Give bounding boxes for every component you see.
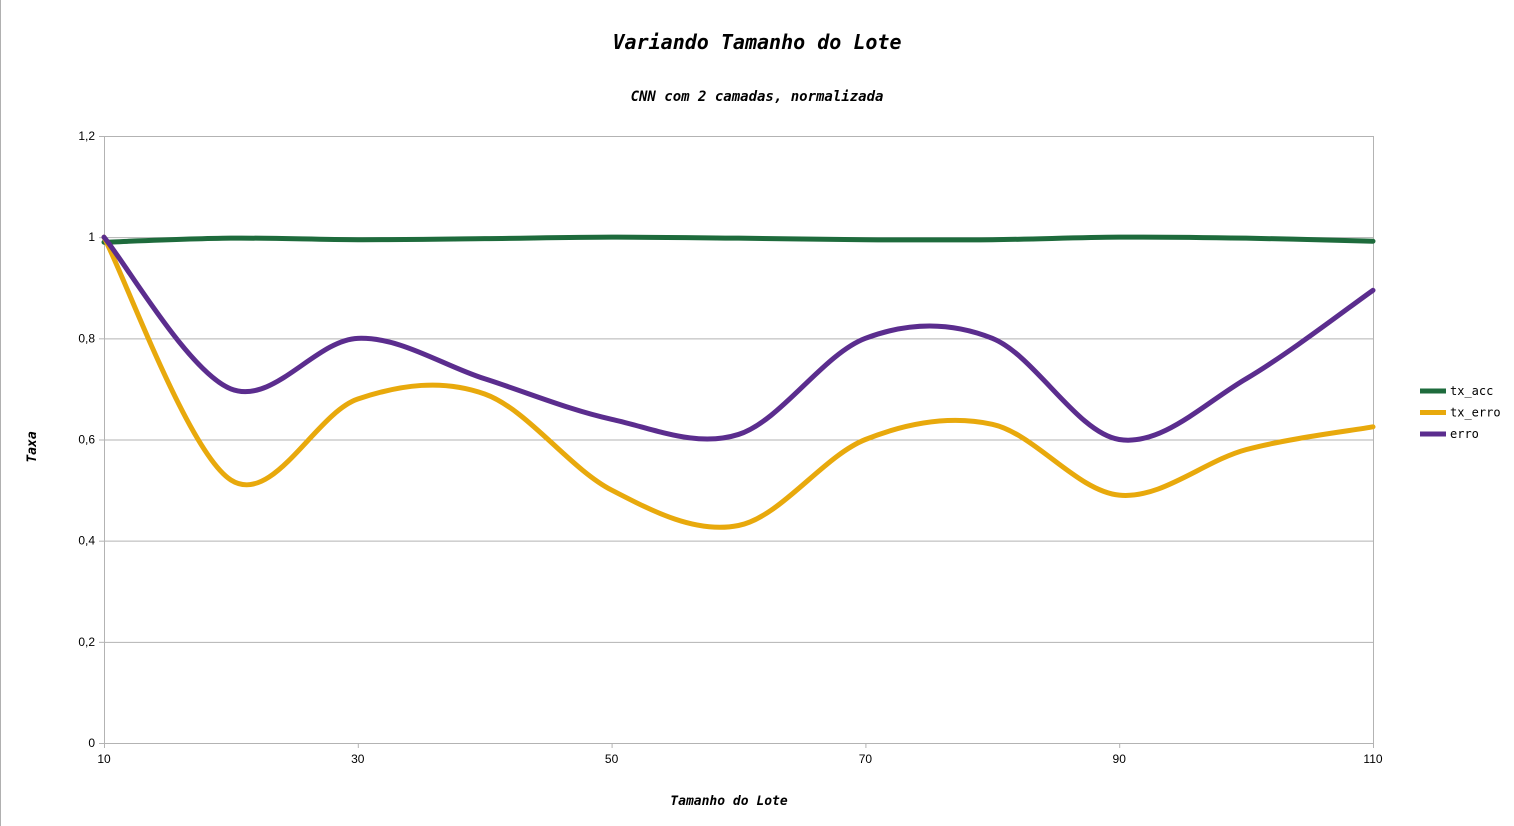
y-tick-label-4: 0,8 xyxy=(78,331,95,345)
x-tick-label-5: 110 xyxy=(1363,752,1382,766)
series-line-tx-erro xyxy=(101,234,1376,530)
y-tick-label-3: 0,6 xyxy=(78,433,95,447)
chart-title: Variando Tamanho do Lote xyxy=(613,30,902,54)
axes xyxy=(99,136,1374,748)
tick-labels: 0 0,2 0,4 0,6 0,8 1 1,2 10 30 50 70 90 110 xyxy=(78,129,1383,766)
y-tick-label-6: 1,2 xyxy=(78,129,95,143)
y-tick-label-5: 1 xyxy=(88,230,95,244)
series-line-erro xyxy=(101,234,1376,443)
x-tick-label-3: 70 xyxy=(859,752,873,766)
y-tick-label-2: 0,4 xyxy=(78,534,95,548)
legend-label-erro: erro xyxy=(1450,427,1479,441)
legend-label-tx-erro: tx_erro xyxy=(1450,406,1501,420)
x-axis-label: Tamanho do Lote xyxy=(670,794,788,809)
x-tick-label-4: 90 xyxy=(1113,752,1127,766)
series-lines xyxy=(101,234,1376,530)
x-tick-label-1: 30 xyxy=(351,752,365,766)
y-tick-label-0: 0 xyxy=(88,736,95,750)
y-axis-label: Taxa xyxy=(25,431,40,462)
x-tick-label-0: 10 xyxy=(97,752,111,766)
x-tick-label-2: 50 xyxy=(605,752,619,766)
legend-label-tx-acc: tx_acc xyxy=(1450,384,1493,398)
series-line-tx-acc xyxy=(101,234,1376,245)
y-tick-label-1: 0,2 xyxy=(78,635,95,649)
chart-subtitle: CNN com 2 camadas, normalizada xyxy=(631,89,884,105)
